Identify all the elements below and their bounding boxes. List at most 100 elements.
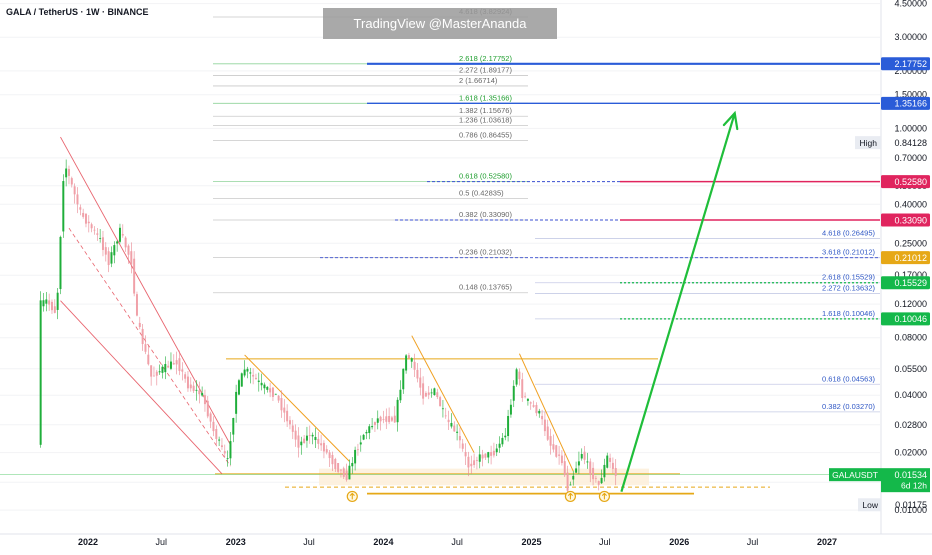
candle-body (93, 229, 96, 231)
candle-body (65, 168, 68, 178)
price-label-text: 0.21012 (894, 253, 927, 263)
candle-body (76, 194, 79, 205)
candle-body (444, 415, 447, 417)
candle-body (543, 419, 546, 432)
candle-body (430, 392, 433, 394)
candle-body (475, 459, 478, 461)
candle-body (577, 461, 580, 466)
candle-body (518, 371, 521, 380)
candle-body (614, 467, 617, 476)
candle-body (382, 419, 385, 420)
candle-body (254, 377, 257, 380)
candle-body (339, 469, 342, 471)
time-tick-label: 2022 (78, 537, 98, 547)
candle-body (161, 366, 164, 373)
candle-body (376, 418, 379, 423)
candle-body (104, 247, 107, 255)
price-tick-label: 0.04000 (894, 390, 927, 400)
candle-body (470, 463, 473, 467)
time-tick-label: 2023 (226, 537, 246, 547)
candle-body (509, 404, 512, 415)
candle-body (348, 465, 351, 480)
candle-body (458, 436, 461, 441)
candle-body (116, 241, 119, 244)
price-tick-label: 0.17000 (894, 270, 927, 280)
candle-body (322, 442, 325, 452)
candle-body (48, 300, 51, 305)
candle-body (96, 233, 99, 235)
candle-body (441, 408, 444, 410)
candle-body (594, 478, 597, 479)
candle-body (232, 418, 235, 435)
candle-body (300, 441, 303, 446)
candle-body (402, 368, 405, 390)
fib-ext-label: 4.618 (0.26495) (822, 228, 875, 237)
candle-body (215, 429, 218, 439)
price-label-badge (881, 276, 930, 290)
candle-body (110, 252, 113, 264)
down-trendline (411, 335, 475, 453)
candle-body (39, 300, 42, 445)
candle-body (124, 237, 127, 248)
candle-body (393, 415, 396, 423)
candle-body (249, 372, 252, 374)
candle-body (456, 431, 459, 433)
candle-body (67, 168, 70, 176)
candle-body (413, 361, 416, 370)
fib-level-label: 2.272 (1.89177) (459, 65, 512, 74)
fib-ext-label: 2.618 (0.15529) (822, 273, 875, 282)
candle-body (453, 425, 456, 432)
candle-body (226, 458, 229, 460)
candle-body (450, 422, 453, 427)
price-label-badge (881, 57, 930, 71)
candle-body (155, 371, 158, 376)
candle-body (152, 375, 155, 377)
candle-body (291, 425, 294, 432)
candle-body (79, 207, 82, 210)
price-label-text: 0.10046 (894, 314, 927, 324)
candle-body (237, 380, 240, 395)
fib-level-label: 1.382 (1.15676) (459, 106, 512, 115)
price-tick-label: 4.50000 (894, 0, 927, 9)
candle-body (546, 426, 549, 440)
candle-body (396, 399, 399, 423)
candle-body (334, 458, 337, 469)
candle-body (549, 436, 552, 446)
candle-body (490, 452, 493, 456)
candle-body (606, 455, 609, 468)
candle-body (56, 292, 59, 310)
current-price-badge (881, 468, 930, 493)
candle-body (388, 416, 391, 423)
candle-body (107, 251, 110, 266)
candle-body (385, 416, 388, 422)
fib-ext-label: 3.618 (0.21012) (822, 248, 875, 257)
channel-mid (68, 227, 231, 467)
candle-body (147, 354, 150, 365)
candle-body (424, 392, 427, 397)
candle-body (325, 449, 328, 453)
candle-body (121, 234, 124, 236)
fib-level-label: 0.236 (0.21032) (459, 248, 512, 257)
time-tick-label: 2024 (373, 537, 393, 547)
candle-body (478, 454, 481, 462)
candle-body (169, 361, 172, 369)
candle-body (484, 453, 487, 458)
candle-body (269, 388, 272, 393)
candle-body (218, 439, 221, 441)
candle-body (308, 435, 311, 436)
candle-body (362, 434, 365, 440)
candle-body (422, 383, 425, 399)
candle-body (252, 374, 255, 377)
candle-body (487, 452, 490, 458)
time-tick-label: Jul (599, 537, 611, 547)
down-trendline (244, 354, 350, 462)
candle-body (427, 392, 430, 395)
candle-body (439, 397, 442, 407)
candle-body (320, 443, 323, 446)
candle-body (405, 355, 408, 371)
fib-level-label: 0.618 (0.52580) (459, 172, 512, 181)
candle-body (294, 430, 297, 440)
candle-body (223, 451, 226, 454)
